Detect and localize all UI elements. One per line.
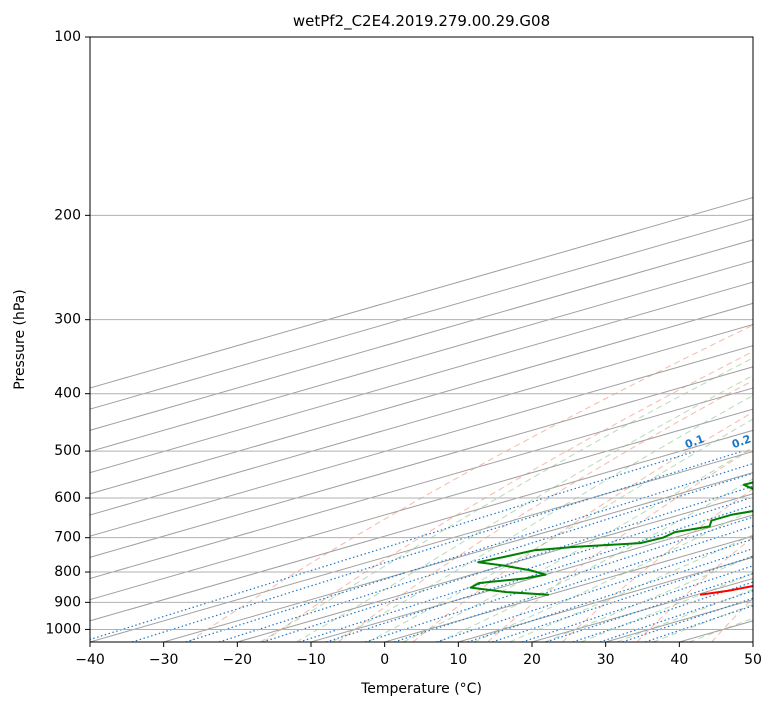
isotherm-line bbox=[90, 450, 753, 642]
mixing-ratio-line bbox=[365, 516, 753, 642]
mixing-ratio-line bbox=[394, 525, 753, 642]
y-ticks: 100 200 300 400 500 600 700 800 900 1000 bbox=[45, 29, 90, 637]
isotherm-line bbox=[90, 408, 753, 601]
y-tick-label: 800 bbox=[54, 564, 81, 580]
x-tick-label: 10 bbox=[449, 652, 467, 668]
moist-adiabat-line bbox=[544, 555, 753, 642]
isotherm-line bbox=[752, 641, 753, 642]
moist-adiabat-line bbox=[331, 394, 753, 642]
mixing-ratio-line bbox=[572, 581, 753, 642]
isotherm-line bbox=[90, 366, 753, 558]
mixing-ratio-line bbox=[645, 605, 753, 642]
isotherm-line bbox=[90, 345, 753, 537]
dewpoint-profile-line bbox=[469, 481, 753, 596]
mixing-ratio-line bbox=[521, 565, 753, 642]
dry-adiabat-line bbox=[561, 488, 753, 642]
mixing-ratio-label: 0.1 bbox=[683, 432, 706, 451]
isotherm-line bbox=[90, 281, 753, 474]
isotherm-line bbox=[90, 260, 753, 453]
background-lines bbox=[90, 196, 753, 642]
isotherm-line bbox=[310, 514, 753, 642]
y-tick-label: 900 bbox=[54, 594, 81, 610]
mixing-ratio-labels: 0.10.20.40.611.52346810131620253036 bbox=[683, 432, 753, 451]
dry-adiabat-line bbox=[636, 536, 753, 642]
y-tick-label: 400 bbox=[54, 386, 81, 402]
dry-adiabat-line bbox=[188, 324, 753, 642]
moist-adiabat-line bbox=[367, 418, 753, 642]
isotherm-line bbox=[90, 218, 753, 410]
isotherm-line bbox=[384, 535, 753, 642]
isotherm-line bbox=[90, 302, 753, 495]
profiles bbox=[469, 481, 753, 596]
x-tick-label: −10 bbox=[296, 652, 326, 668]
mixing-ratio-line bbox=[492, 555, 753, 642]
isotherm-line bbox=[90, 239, 753, 431]
mixing-ratio-line bbox=[262, 485, 753, 642]
x-axis-label: Temperature (°C) bbox=[360, 681, 482, 697]
mixing-ratio-line bbox=[131, 450, 743, 642]
mixing-ratio-line bbox=[436, 538, 753, 642]
dry-adiabat-line bbox=[711, 597, 753, 642]
moist-adiabat-line bbox=[473, 508, 753, 642]
moist-adiabat-line bbox=[402, 446, 753, 642]
x-tick-label: 20 bbox=[523, 652, 541, 668]
moist-adiabat-line bbox=[259, 357, 753, 642]
plot-frame bbox=[89, 36, 754, 643]
mixing-ratio-line bbox=[299, 496, 753, 642]
y-tick-label: 600 bbox=[54, 490, 81, 506]
isotherm-line bbox=[90, 196, 753, 389]
isotherm-line bbox=[90, 323, 753, 516]
x-tick-label: 50 bbox=[744, 652, 762, 668]
isotherm-line bbox=[163, 472, 753, 642]
dry-adiabat-line bbox=[412, 411, 753, 642]
x-tick-label: 0 bbox=[380, 652, 389, 668]
x-ticks: −40 −30 −20 −10 0 10 20 30 40 50 bbox=[75, 642, 762, 668]
isotherm-line bbox=[605, 599, 753, 642]
chart-title: wetPf2_C2E4.2019.279.00.29.G08 bbox=[293, 12, 550, 31]
mixing-ratio-line bbox=[325, 504, 753, 642]
isotherm-line bbox=[237, 493, 753, 642]
isotherm-line bbox=[531, 577, 753, 642]
x-tick-label: −40 bbox=[75, 652, 105, 668]
dry-adiabat-line bbox=[263, 350, 753, 642]
pressure-grid bbox=[90, 36, 753, 630]
moist-adiabat-line bbox=[296, 374, 753, 642]
x-tick-label: 40 bbox=[670, 652, 688, 668]
mixing-ratio-label: 0.2 bbox=[730, 432, 753, 451]
x-tick-label: 30 bbox=[597, 652, 615, 668]
y-tick-label: 200 bbox=[54, 207, 81, 223]
temperature-profile-line bbox=[699, 584, 753, 596]
moist-adiabat-line bbox=[580, 572, 753, 642]
dry-adiabat-line bbox=[487, 447, 753, 642]
isotherm-line bbox=[90, 429, 753, 622]
y-tick-label: 700 bbox=[54, 530, 81, 546]
mixing-ratio-line bbox=[90, 450, 697, 641]
x-tick-label: −20 bbox=[223, 652, 253, 668]
isotherm-line bbox=[90, 387, 753, 580]
x-tick-label: −30 bbox=[149, 652, 179, 668]
y-tick-label: 1000 bbox=[45, 621, 81, 637]
y-axis-label: Pressure (hPa) bbox=[12, 289, 28, 389]
dry-adiabat-line bbox=[337, 379, 753, 642]
y-tick-label: 100 bbox=[54, 29, 81, 45]
isotherm-line bbox=[679, 620, 753, 642]
moist-adiabat-line bbox=[616, 588, 753, 642]
y-tick-label: 500 bbox=[54, 443, 81, 459]
y-tick-label: 300 bbox=[54, 312, 81, 328]
